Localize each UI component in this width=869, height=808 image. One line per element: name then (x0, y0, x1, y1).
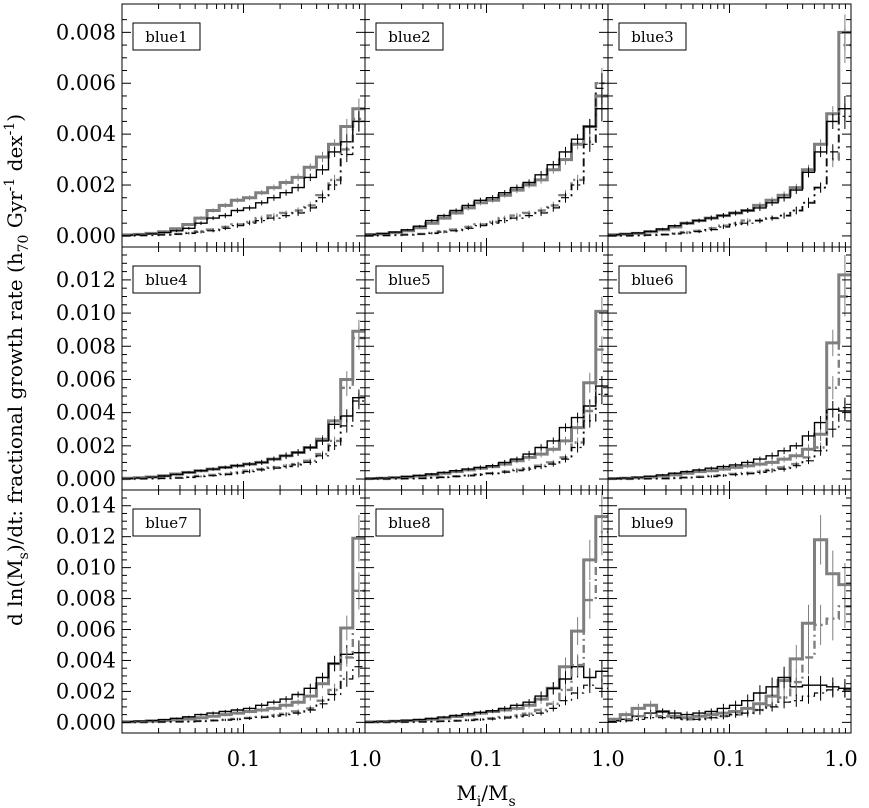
series-line (122, 120, 365, 237)
series-line (122, 666, 365, 723)
x-tick-label: 1.0 (591, 747, 624, 771)
y-tick-label: 0.002 (56, 679, 116, 703)
series-line (365, 94, 608, 237)
y-tick-label: 0.012 (56, 525, 116, 549)
panel-label-box: blue1 (132, 22, 201, 51)
y-tick-label: 0.002 (56, 173, 116, 197)
panel-label-box: blue3 (618, 22, 687, 51)
y-tick-label: 0.008 (56, 20, 116, 44)
series-line (122, 117, 365, 237)
panel-label-box: blue2 (375, 22, 444, 51)
y-tick-label: 0.006 (56, 618, 116, 642)
legend-frame (132, 22, 201, 51)
panel-label-box: blue6 (618, 265, 687, 294)
series-line (122, 336, 365, 481)
y-tick-label: 0.006 (56, 71, 116, 95)
panel-label: blue1 (145, 28, 187, 46)
y-tick-label: 0.000 (56, 467, 116, 491)
series-line (122, 589, 365, 724)
series-line (608, 43, 851, 237)
panel-label: blue6 (631, 271, 673, 289)
panel-label: blue8 (388, 514, 430, 532)
series-line (122, 120, 365, 236)
legend-frame (132, 508, 201, 537)
panel-blue4: blue4 (121, 246, 366, 491)
y-tick-label: 0.000 (56, 224, 116, 248)
panel-label: blue5 (388, 271, 430, 289)
panel-label-box: blue9 (618, 508, 687, 537)
series-line (122, 107, 365, 237)
y-tick-label: 0.002 (56, 434, 116, 458)
series-line (122, 397, 365, 480)
series-line (365, 108, 608, 236)
panel-label: blue3 (631, 28, 673, 46)
panel-grid: blue1 blue2 blue3 blue4 blue5 blue6 blue7 blue8… (121, 3, 852, 734)
y-tick-label: 0.014 (56, 494, 116, 518)
y-tick-label: 0.000 (56, 710, 116, 734)
series-line (608, 689, 851, 723)
x-tick-label: 0.1 (713, 747, 746, 771)
panel-label-box: blue4 (132, 265, 201, 294)
series-line (608, 605, 851, 722)
series-line (608, 676, 851, 722)
panel-label-box: blue8 (375, 508, 444, 537)
series-line (365, 87, 608, 237)
panel-blue5: blue5 (364, 246, 609, 491)
legend-frame (618, 22, 687, 51)
panel-label-box: blue7 (132, 508, 201, 537)
y-tick-label: 0.008 (56, 587, 116, 611)
legend-frame (375, 22, 444, 51)
panel-label: blue9 (631, 514, 673, 532)
y-axis-title: d ln(Ms)/dt: fractional growth rate (h70… (2, 114, 32, 626)
legend-frame (618, 265, 687, 294)
x-tick-label: 0.1 (470, 747, 503, 771)
series-line (365, 309, 608, 480)
y-tick-label: 0.010 (56, 556, 116, 580)
x-tick-label: 0.1 (227, 747, 260, 771)
legend-frame (375, 265, 444, 294)
series-line (365, 348, 608, 481)
y-tick-labels: 0.000 0.002 0.004 0.006 0.008 0.000 0.002 0.004… (56, 20, 116, 734)
panel-blue9: blue9 (607, 489, 852, 734)
y-tick-label: 0.006 (56, 367, 116, 391)
panel-label: blue7 (145, 514, 187, 532)
panel-label-box: blue5 (375, 265, 444, 294)
y-tick-label: 0.012 (56, 268, 116, 292)
series-line (608, 115, 851, 237)
panel-blue8: blue8 (364, 489, 609, 734)
x-tick-label: 1.0 (824, 747, 857, 771)
panel-blue2: blue2 (364, 3, 609, 248)
panel-blue6: blue6 (607, 246, 852, 491)
series-line (365, 393, 608, 480)
y-tick-label: 0.008 (56, 334, 116, 358)
panel-label: blue4 (145, 271, 187, 289)
panel-label: blue2 (388, 28, 430, 46)
x-axis-title: Mi/Ms (456, 781, 515, 808)
y-tick-label: 0.004 (56, 122, 116, 146)
panel-blue3: blue3 (607, 3, 852, 248)
y-tick-label: 0.004 (56, 648, 116, 672)
x-tick-labels: 0.1 1.0 0.1 1.0 0.1 1.0 (227, 747, 858, 771)
y-tick-label: 0.010 (56, 301, 116, 325)
legend-frame (375, 508, 444, 537)
series-line (608, 108, 851, 236)
series-line (365, 515, 608, 724)
y-tick-label: 0.004 (56, 401, 116, 425)
panel-blue7: blue7 (121, 489, 366, 734)
x-tick-label: 1.0 (348, 747, 381, 771)
legend-frame (132, 265, 201, 294)
legend-frame (618, 508, 687, 537)
series-line (608, 295, 851, 481)
panel-blue1: blue1 (121, 3, 366, 248)
series-line (608, 30, 851, 237)
